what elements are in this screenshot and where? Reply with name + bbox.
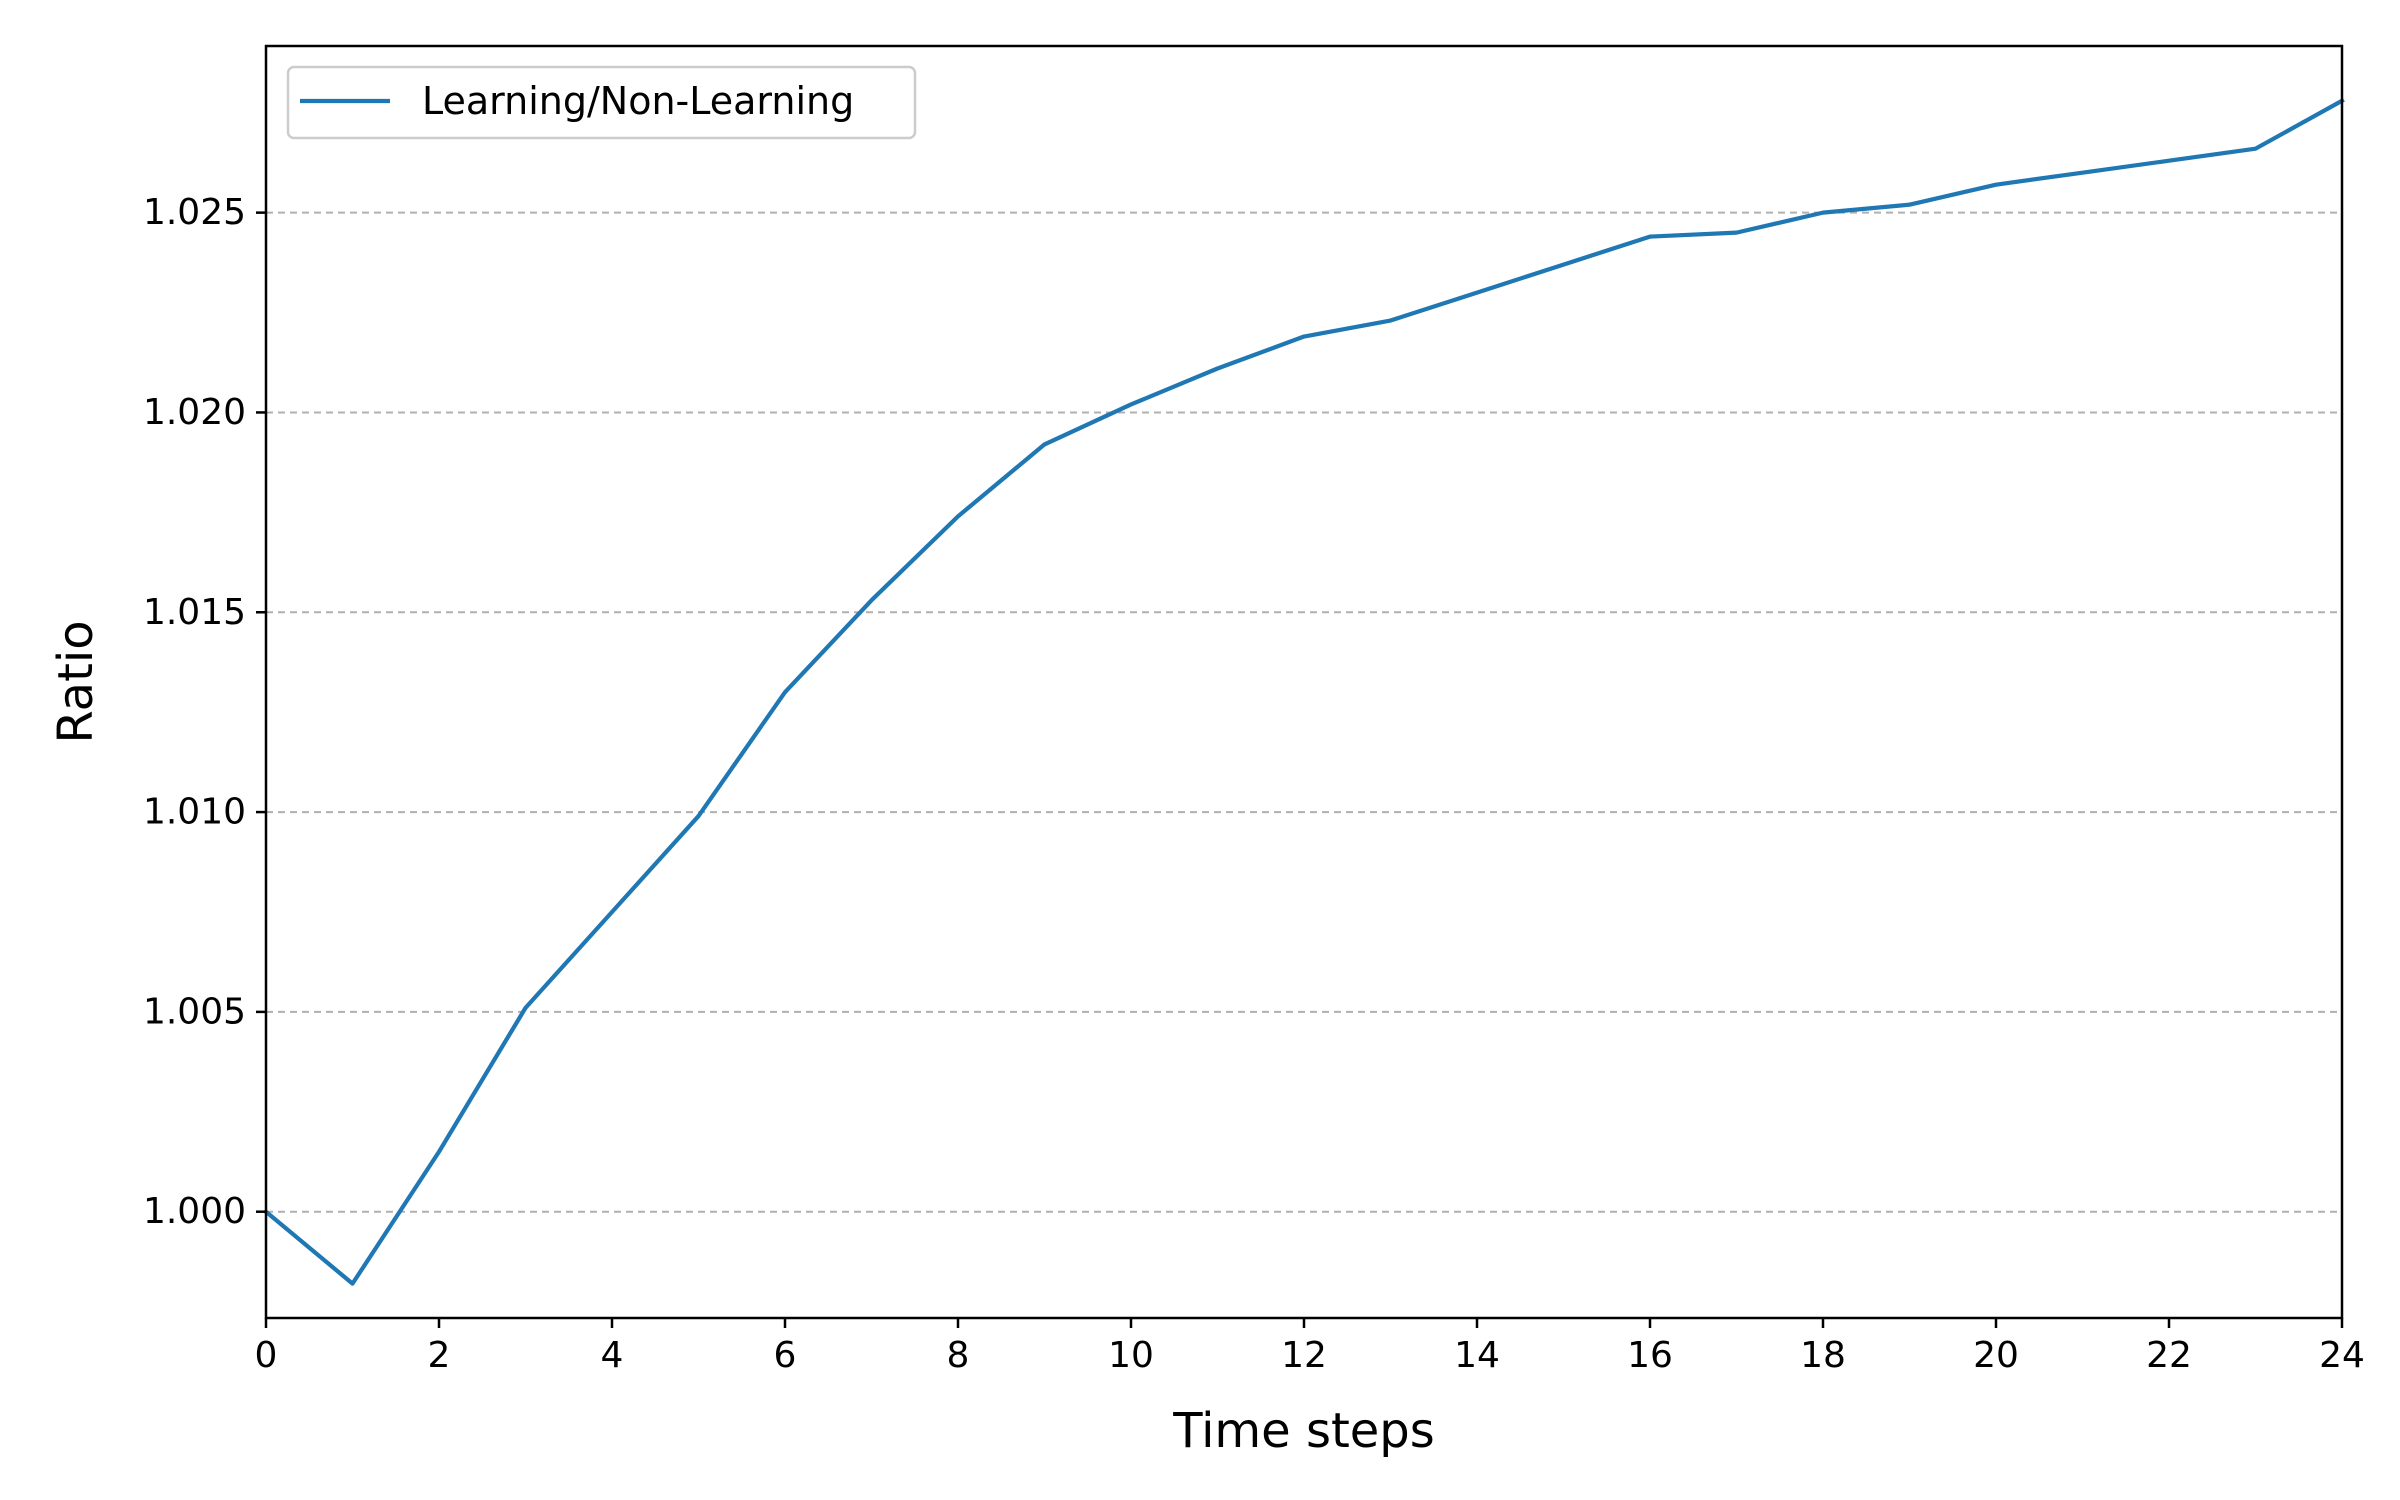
x-tick-label: 20 <box>1973 1335 2019 1376</box>
x-tick-label: 22 <box>2146 1335 2192 1376</box>
y-axis: 1.000 1.005 1.010 1.015 1.020 1.025 <box>143 192 266 1232</box>
x-tick-label: 24 <box>2319 1335 2365 1376</box>
x-tick-label: 2 <box>428 1335 451 1376</box>
x-tick-label: 10 <box>1108 1335 1154 1376</box>
x-tick-label: 6 <box>774 1335 797 1376</box>
grid-lines <box>266 211 2342 1213</box>
x-tick-label: 12 <box>1281 1335 1327 1376</box>
y-tick-label: 1.010 <box>143 792 246 833</box>
x-tick-label: 4 <box>601 1335 624 1376</box>
x-tick-label: 14 <box>1454 1335 1500 1376</box>
series-line <box>263 97 2345 1286</box>
x-tick-label: 8 <box>947 1335 970 1376</box>
x-axis-label: Time steps <box>1172 1403 1435 1459</box>
legend-box <box>286 65 917 140</box>
y-tick-label: 1.025 <box>143 192 246 233</box>
x-tick-label: 16 <box>1627 1335 1673 1376</box>
y-tick-label: 1.015 <box>143 592 246 633</box>
legend: Learning/Non-Learning <box>286 65 917 140</box>
x-tick-label: 0 <box>255 1335 278 1376</box>
y-axis-label: Ratio <box>48 620 104 743</box>
series-layer <box>263 97 2345 1286</box>
y-tick-label: 1.005 <box>143 991 246 1032</box>
y-tick-label: 1.020 <box>143 392 246 433</box>
x-axis: 0 2 4 6 8 10 12 14 16 18 20 22 24 <box>255 1318 2365 1376</box>
legend-entry-label: Learning/Non-Learning <box>422 79 854 123</box>
x-tick-label: 18 <box>1800 1335 1846 1376</box>
y-tick-label: 1.000 <box>143 1191 246 1232</box>
